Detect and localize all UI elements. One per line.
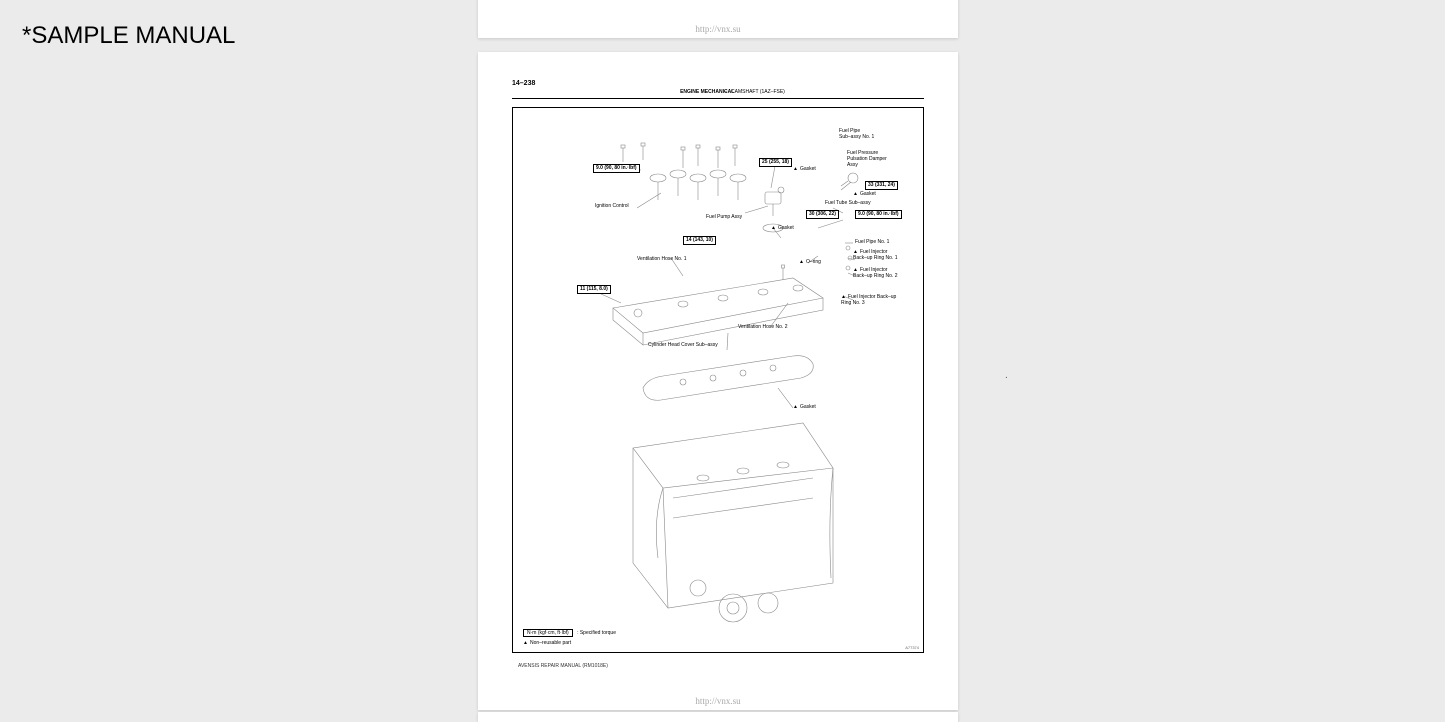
label-ignition-control: Ignition Control — [595, 203, 629, 209]
label-fuel-pipe-1: Fuel Pipe No. 1 — [855, 239, 889, 245]
label-gasket-1: Gasket — [793, 166, 816, 172]
legend-torque-desc: : Specified torque — [577, 630, 616, 636]
parts-drawing — [513, 108, 923, 654]
label-fuel-pump: Fuel Pump Assy — [706, 214, 742, 220]
label-vent-hose-1: Ventilation Hose No. 1 — [637, 256, 686, 262]
page-number: 14–238 — [512, 80, 924, 87]
label-inj-ring-1: Fuel InjectorBack–up Ring No. 1 — [853, 249, 897, 261]
page-header-rule: ENGINE MECHANICAL – CAMSHAFT (1AZ–FSE) — [512, 89, 924, 99]
page-footer: AVENSIS REPAIR MANUAL (RM1018E) — [518, 663, 924, 669]
legend-nonreusable: Non–reusable part — [523, 640, 616, 646]
diagram-code: A77374 — [905, 645, 919, 650]
sample-watermark: *SAMPLE MANUAL — [22, 22, 235, 50]
label-inj-ring-2: Fuel InjectorBack–up Ring No. 2 — [853, 267, 897, 279]
torque-box-3: 33 (331, 24) — [865, 181, 898, 190]
torque-box-6: 14 (143, 10) — [683, 236, 716, 245]
label-fuel-pressure: Fuel PressurePulsation DamperAssy — [847, 150, 887, 168]
stray-dot: . — [1005, 370, 1008, 381]
diagram-legend: N·m (kgf·cm, ft·lbf) : Specified torque … — [523, 629, 616, 646]
label-inj-ring-3: Fuel Injector Back–upRing No. 3 — [841, 294, 896, 306]
label-gasket-3: Gasket — [771, 225, 794, 231]
url-watermark-bottom: http://vnx.su — [695, 696, 740, 706]
label-cyl-head-cover: Cylinder Head Cover Sub–assy — [648, 342, 718, 348]
previous-page-sliver: AVENSIS REPAIR MANUAL (RM1018E) http://v… — [478, 0, 958, 38]
torque-box-5: 9.0 (90, 80 in.·lbf) — [855, 210, 902, 219]
torque-box-7: 11 (115, 8.0) — [577, 285, 611, 294]
label-gasket-2: Gasket — [853, 191, 876, 197]
url-watermark-top: http://vnx.su — [695, 24, 740, 34]
legend-torque-box: N·m (kgf·cm, ft·lbf) — [523, 629, 573, 637]
torque-box-4: 30 (306, 22) — [806, 210, 839, 219]
torque-box-1: 9.0 (90, 80 in.·lbf) — [593, 164, 640, 173]
exploded-diagram: 9.0 (90, 80 in.·lbf) 25 (255, 18) 33 (33… — [512, 107, 924, 653]
torque-box-2: 25 (255, 18) — [759, 158, 792, 167]
label-fuel-tube: Fuel Tube Sub–assy — [825, 200, 871, 206]
label-gasket-4: Gasket — [793, 404, 816, 410]
label-oring: O–ring — [799, 259, 821, 265]
header-subsection: – CAMSHAFT (1AZ–FSE) — [724, 89, 785, 95]
label-fuel-pipe-sub: Fuel PipeSub–assy No. 1 — [839, 128, 874, 140]
manual-page: 14–238 ENGINE MECHANICAL – CAMSHAFT (1AZ… — [478, 52, 958, 710]
next-page-sliver — [478, 712, 958, 722]
label-vent-hose-2: Ventilation Hose No. 2 — [738, 324, 787, 330]
